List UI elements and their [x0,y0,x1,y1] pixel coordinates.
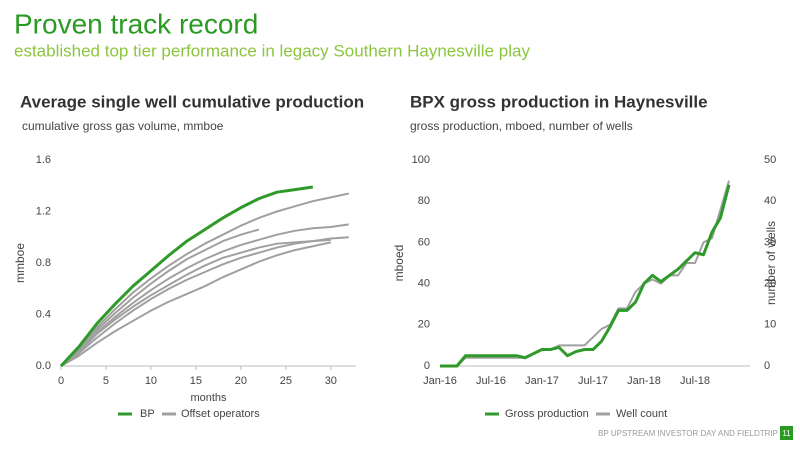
offset-line [60,223,349,367]
x-tick-label: Jan-17 [525,375,559,387]
y-tick-label: 100 [412,154,430,166]
slide-subtitle: established top tier performance in lega… [14,41,530,60]
y-tick-label: 60 [418,236,430,248]
y2-tick-label: 50 [764,154,776,166]
series-line [440,180,730,367]
slide-title: Proven track record [14,8,258,39]
chart-subtitle: gross production, mboed, number of wells [410,119,633,133]
x-tick-label: 0 [58,375,64,387]
offset-line [60,228,260,367]
legend-label: Offset operators [181,408,260,420]
legend-label: Well count [616,408,667,420]
offset-line [60,238,331,367]
offset-line [60,241,332,367]
y2-tick-label: 30 [764,236,776,248]
bp-line [440,184,731,368]
y-tick-label: 0.0 [36,360,51,372]
offset-line [60,236,349,367]
y-tick-label: 0.4 [36,308,51,320]
y2-tick-label: 0 [764,360,770,372]
legend-label: BP [140,408,155,420]
page-badge [780,426,793,440]
x-tick-label: Jan-18 [627,375,661,387]
y-axis-label: mmboe [13,243,27,283]
x-tick-label: 10 [145,375,157,387]
offset-line [60,192,350,367]
bp-line [59,185,314,368]
footer: BP UPSTREAM INVESTOR DAY AND FIELDTRIP [598,429,778,438]
y-tick-label: 1.6 [36,154,51,166]
x-tick-label: 30 [325,375,337,387]
y-tick-label: 20 [418,319,430,331]
y-axis-label: mboed [392,245,406,282]
y2-axis-label: number of wells [764,221,778,305]
x-tick-label: 25 [280,375,292,387]
y-tick-label: 40 [418,278,430,290]
y-tick-label: 0.8 [36,257,51,269]
y2-tick-label: 20 [764,278,776,290]
chart-title: BPX gross production in Haynesville [410,92,708,111]
y-tick-label: 80 [418,195,430,207]
y2-tick-label: 40 [764,195,776,207]
chart-subtitle: cumulative gross gas volume, mmboe [22,119,224,133]
x-tick-label: 5 [103,375,109,387]
x-tick-label: 15 [190,375,202,387]
page-number: 11 [782,429,791,438]
legend-label: Gross production [505,408,589,420]
x-tick-label: 20 [235,375,247,387]
x-tick-label: Jul-16 [476,375,506,387]
chart-title: Average single well cumulative productio… [20,92,364,111]
y-tick-label: 1.2 [36,205,51,217]
x-tick-label: Jan-16 [423,375,457,387]
x-tick-label: Jul-17 [578,375,608,387]
y-tick-label: 0 [424,360,430,372]
x-axis-label: months [190,392,227,404]
y2-tick-label: 10 [764,319,776,331]
x-tick-label: Jul-18 [680,375,710,387]
